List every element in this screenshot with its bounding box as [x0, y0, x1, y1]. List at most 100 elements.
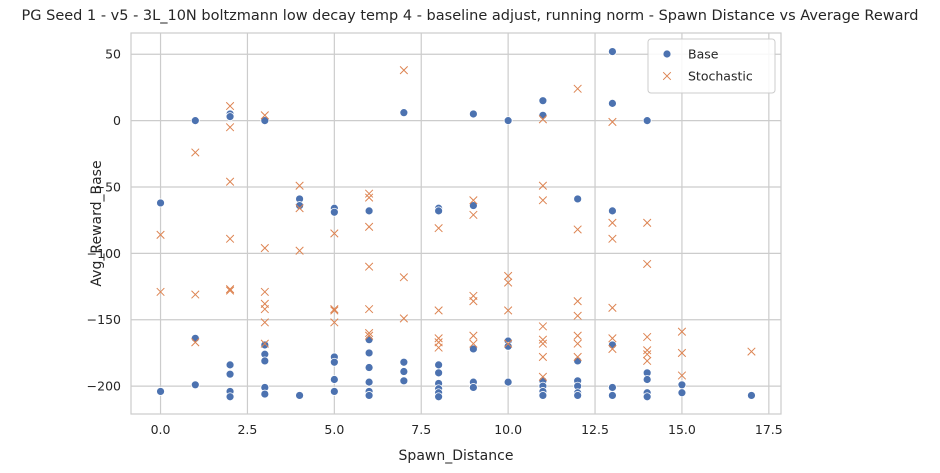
data-point-base: [190, 116, 200, 126]
data-point-stochastic: [538, 196, 548, 205]
data-point-stochastic: [191, 148, 200, 157]
data-point-base: [399, 376, 409, 386]
data-point-stochastic: [503, 306, 513, 315]
data-point-stochastic: [330, 229, 339, 238]
data-point-stochastic: [191, 290, 200, 299]
data-point-base: [225, 369, 235, 379]
data-point-base: [677, 380, 687, 390]
data-point-base: [260, 340, 270, 350]
data-point-stochastic: [191, 338, 200, 347]
data-point-stochastic: [677, 348, 687, 358]
data-point-base: [434, 206, 444, 216]
data-point-base: [608, 391, 617, 400]
data-point-stochastic: [364, 193, 374, 202]
data-point-stochastic: [643, 356, 652, 366]
data-point-base: [260, 356, 270, 366]
data-point-stochastic: [295, 204, 304, 213]
data-point-base: [260, 116, 270, 126]
data-point-base: [295, 201, 304, 210]
data-point-base: [364, 206, 374, 216]
data-point-stochastic: [538, 335, 548, 344]
data-point-stochastic: [295, 181, 304, 190]
data-point-base: [329, 207, 339, 217]
data-point-base: [642, 392, 652, 402]
data-point-stochastic: [677, 327, 687, 336]
x-axis-ticks: 0.0 2.5 5.0 7.5 10.0 12.5 15.0 17.5: [151, 422, 783, 437]
data-point-stochastic: [608, 344, 617, 354]
data-point-stochastic: [469, 196, 478, 205]
data-point-stochastic: [260, 339, 269, 348]
data-point-stochastic: [608, 234, 617, 243]
data-point-base: [225, 112, 235, 122]
data-point-stochastic: [434, 334, 443, 343]
data-point-stochastic: [573, 352, 582, 362]
data-point-base: [468, 109, 478, 119]
data-point-base: [225, 360, 235, 370]
data-point-base: [364, 335, 374, 345]
series-base: [156, 47, 756, 402]
data-point-stochastic: [538, 339, 548, 348]
y-tick-label: −100: [87, 246, 121, 261]
data-point-stochastic: [469, 339, 478, 348]
x-tick-label: 15.0: [668, 422, 696, 437]
data-point-stochastic: [260, 304, 269, 314]
data-point-stochastic: [643, 350, 652, 359]
y-tick-label: 50: [105, 47, 121, 62]
data-point-base: [747, 391, 756, 400]
data-point-stochastic: [364, 262, 374, 271]
data-point-base: [434, 360, 444, 370]
data-point-base: [156, 387, 165, 396]
data-point-base: [677, 388, 687, 398]
data-point-stochastic: [573, 331, 582, 340]
data-point-stochastic: [538, 372, 548, 381]
data-point-stochastic: [330, 306, 339, 315]
data-point-base: [608, 383, 617, 392]
data-point-base: [434, 368, 444, 378]
data-point-base: [468, 383, 478, 392]
x-tick-label: 17.5: [755, 422, 783, 437]
y-tick-label: 0: [113, 113, 121, 128]
y-tick-label: −200: [87, 379, 121, 394]
data-point-stochastic: [747, 347, 756, 356]
data-point-base: [503, 341, 513, 351]
x-tick-label: 2.5: [237, 422, 257, 437]
data-point-stochastic: [503, 278, 513, 287]
data-point-stochastic: [469, 297, 478, 306]
data-point-stochastic: [503, 271, 513, 281]
data-point-stochastic: [364, 331, 374, 340]
data-point-stochastic: [538, 181, 548, 190]
legend-label-base: Base: [688, 47, 719, 62]
data-point-base: [364, 363, 374, 372]
grid: [131, 33, 781, 414]
data-point-stochastic: [225, 177, 235, 186]
data-point-stochastic: [225, 101, 235, 111]
data-point-stochastic: [434, 343, 443, 352]
legend-marker-base: [662, 49, 672, 59]
data-point-base: [434, 392, 444, 402]
data-point-stochastic: [434, 306, 443, 315]
data-point-stochastic: [608, 218, 617, 227]
data-point-base: [538, 110, 548, 120]
data-point-base: [260, 389, 270, 399]
data-point-stochastic: [434, 223, 443, 233]
data-point-base: [190, 333, 200, 343]
data-point-base: [399, 367, 409, 376]
x-tick-label: 7.5: [411, 422, 431, 437]
data-point-base: [573, 194, 583, 204]
data-point-base: [538, 96, 548, 106]
data-point-stochastic: [677, 371, 687, 380]
data-point-stochastic: [260, 243, 269, 253]
data-point-base: [329, 387, 339, 396]
data-point-stochastic: [573, 84, 582, 93]
data-point-stochastic: [260, 318, 269, 327]
data-point-base: [573, 356, 583, 366]
legend: Base Stochastic: [647, 38, 776, 94]
data-point-stochastic: [225, 286, 235, 295]
data-point-base: [608, 206, 617, 216]
data-point-stochastic: [469, 331, 478, 340]
data-point-stochastic: [538, 352, 548, 362]
x-tick-label: 0.0: [151, 422, 171, 437]
data-point-stochastic: [399, 66, 409, 75]
data-point-stochastic: [225, 234, 235, 243]
